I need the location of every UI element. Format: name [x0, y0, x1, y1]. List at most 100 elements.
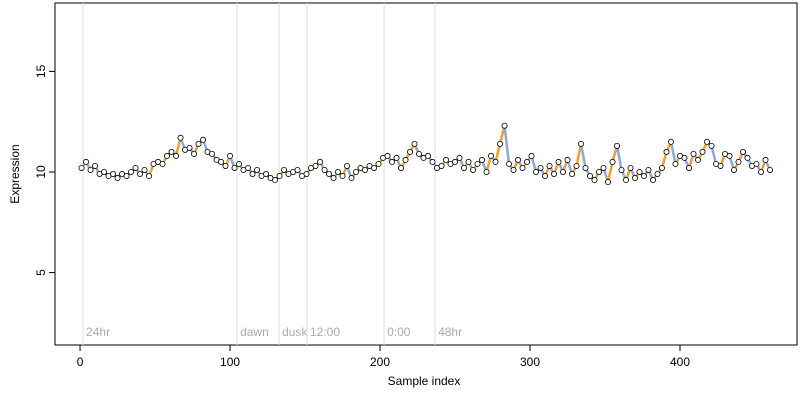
data-point — [137, 170, 144, 177]
annotation-label: 24hr — [86, 325, 110, 339]
data-point — [474, 160, 481, 167]
data-point — [524, 158, 531, 165]
data-point — [227, 152, 234, 159]
data-point — [587, 173, 594, 180]
data-point — [344, 162, 351, 169]
data-point — [398, 164, 405, 171]
data-point — [609, 158, 616, 165]
data-point — [263, 170, 270, 177]
data-point — [128, 168, 135, 175]
data-point — [479, 156, 486, 163]
data-point — [735, 158, 742, 165]
data-point — [195, 140, 202, 147]
data-point — [605, 179, 612, 186]
data-point — [254, 166, 261, 173]
data-point — [686, 164, 693, 171]
data-point — [600, 164, 607, 171]
data-point — [425, 152, 432, 159]
data-point — [659, 164, 666, 171]
data-point — [389, 158, 396, 165]
x-tick-label: 100 — [220, 355, 240, 369]
data-point — [335, 168, 342, 175]
data-point — [731, 166, 738, 173]
data-point — [645, 166, 652, 173]
data-point — [767, 166, 774, 173]
data-point — [164, 152, 171, 159]
data-point — [641, 173, 648, 180]
data-point — [618, 166, 625, 173]
data-point — [101, 168, 108, 175]
y-tick-label: 10 — [34, 165, 48, 179]
data-point — [510, 166, 517, 173]
data-point — [452, 158, 459, 165]
data-point — [294, 166, 301, 173]
x-tick-label: 400 — [670, 355, 690, 369]
data-point — [362, 166, 369, 173]
data-point — [353, 168, 360, 175]
annotation-label: 12:00 — [310, 325, 340, 339]
data-point — [699, 148, 706, 155]
data-point — [303, 170, 310, 177]
data-point — [393, 154, 400, 161]
data-point — [681, 154, 688, 161]
data-point — [281, 166, 288, 173]
x-tick-label: 200 — [370, 355, 390, 369]
data-point — [326, 170, 333, 177]
data-point — [321, 166, 328, 173]
trend-segment — [710, 145, 718, 165]
data-point — [717, 162, 724, 169]
x-tick-label: 300 — [520, 355, 540, 369]
annotation-label: dusk — [282, 325, 308, 339]
trend-segment — [575, 143, 583, 167]
data-point — [411, 140, 418, 147]
data-point — [209, 150, 216, 157]
data-point — [501, 122, 508, 129]
data-point — [672, 160, 679, 167]
data-point — [726, 152, 733, 159]
data-point — [542, 173, 549, 180]
data-point — [650, 177, 657, 184]
data-point — [488, 152, 495, 159]
data-point — [614, 142, 621, 149]
data-point — [528, 152, 535, 159]
data-point — [519, 164, 526, 171]
annotation-label: dawn — [240, 325, 269, 339]
data-point — [276, 173, 283, 180]
data-point — [569, 170, 576, 177]
x-axis-label: Sample index — [388, 374, 461, 388]
data-point — [578, 140, 585, 147]
data-point — [497, 140, 504, 147]
data-point — [506, 160, 513, 167]
data-point — [546, 162, 553, 169]
data-point — [551, 170, 558, 177]
x-tick-label: 0 — [77, 355, 84, 369]
trend-segment — [579, 143, 587, 169]
trend-segment — [606, 161, 614, 183]
data-point — [231, 164, 238, 171]
data-point — [708, 142, 715, 149]
data-point — [177, 134, 184, 141]
data-point — [582, 164, 589, 171]
data-point — [560, 168, 567, 175]
data-point — [668, 138, 675, 145]
data-point — [573, 162, 580, 169]
trend-segment — [503, 125, 511, 165]
data-point — [429, 158, 436, 165]
data-point — [627, 164, 634, 171]
data-point — [443, 156, 450, 163]
data-point — [438, 162, 445, 169]
annotation-label: 0:00 — [387, 325, 411, 339]
data-point — [87, 166, 94, 173]
data-point — [141, 166, 148, 173]
data-point — [623, 177, 630, 184]
data-point — [636, 168, 643, 175]
data-point — [533, 168, 540, 175]
data-point — [515, 156, 522, 163]
data-point — [456, 154, 463, 161]
data-point — [596, 168, 603, 175]
data-point — [537, 164, 544, 171]
data-point — [168, 148, 175, 155]
data-point — [110, 170, 117, 177]
data-point — [555, 158, 562, 165]
